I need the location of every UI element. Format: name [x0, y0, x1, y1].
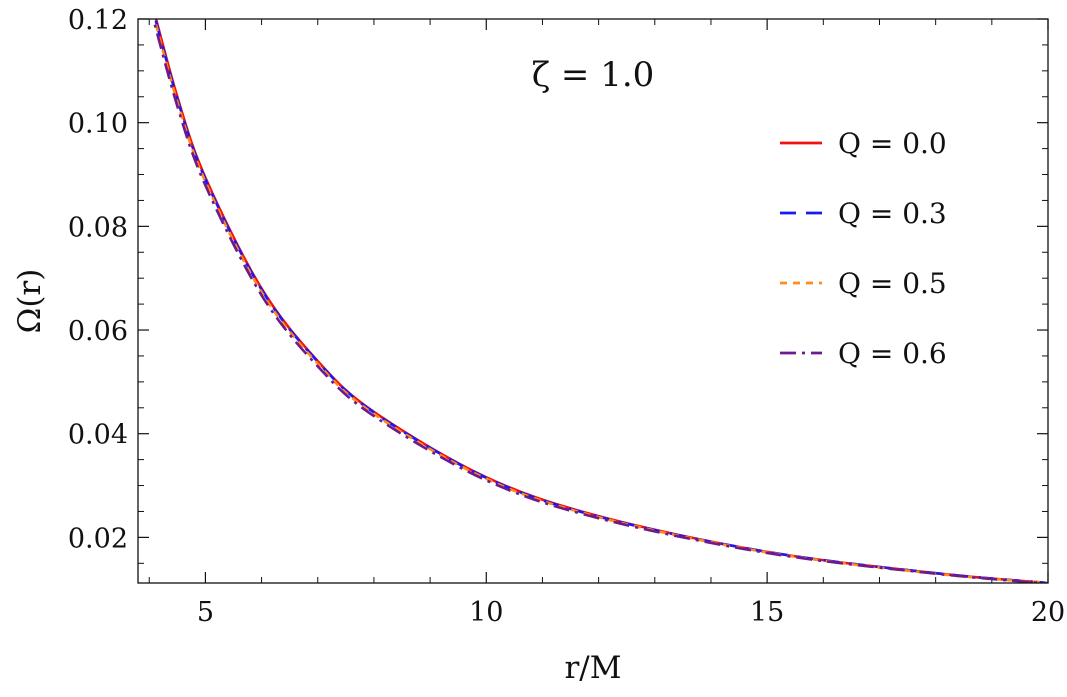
legend-label-2: Q = 0.5: [838, 267, 947, 300]
x-tick-label: 20: [1031, 597, 1065, 628]
series-line-2: [153, 19, 1048, 583]
legend: Q = 0.0 Q = 0.3 Q = 0.5 Q = 0.6: [780, 127, 947, 370]
legend-label-3: Q = 0.6: [838, 337, 947, 370]
legend-label-0: Q = 0.0: [838, 127, 947, 160]
x-axis-label: r/M: [564, 650, 621, 686]
y-tick-label: 0.12: [68, 5, 128, 36]
y-tick-label: 0.06: [68, 316, 128, 347]
zeta-annotation: ζ = 1.0: [532, 55, 655, 95]
tick-labels: 5 10 15 20 0.02 0.04 0.06 0.08 0.10 0.12: [68, 5, 1065, 628]
plot-frame: [137, 18, 1049, 584]
x-tick-label: 10: [469, 597, 503, 628]
y-tick-label: 0.02: [68, 523, 128, 554]
legend-label-1: Q = 0.3: [838, 197, 947, 230]
series-line-3: [152, 19, 1048, 583]
y-tick-label: 0.10: [68, 109, 128, 140]
series-lines: [152, 19, 1048, 583]
y-tick-label: 0.08: [68, 212, 128, 243]
x-tick-label: 5: [197, 597, 214, 628]
y-axis-label: Ω(r): [12, 269, 48, 334]
x-tick-label: 15: [750, 597, 784, 628]
y-tick-label: 0.04: [68, 420, 128, 451]
ticks-layer: [138, 18, 1049, 583]
